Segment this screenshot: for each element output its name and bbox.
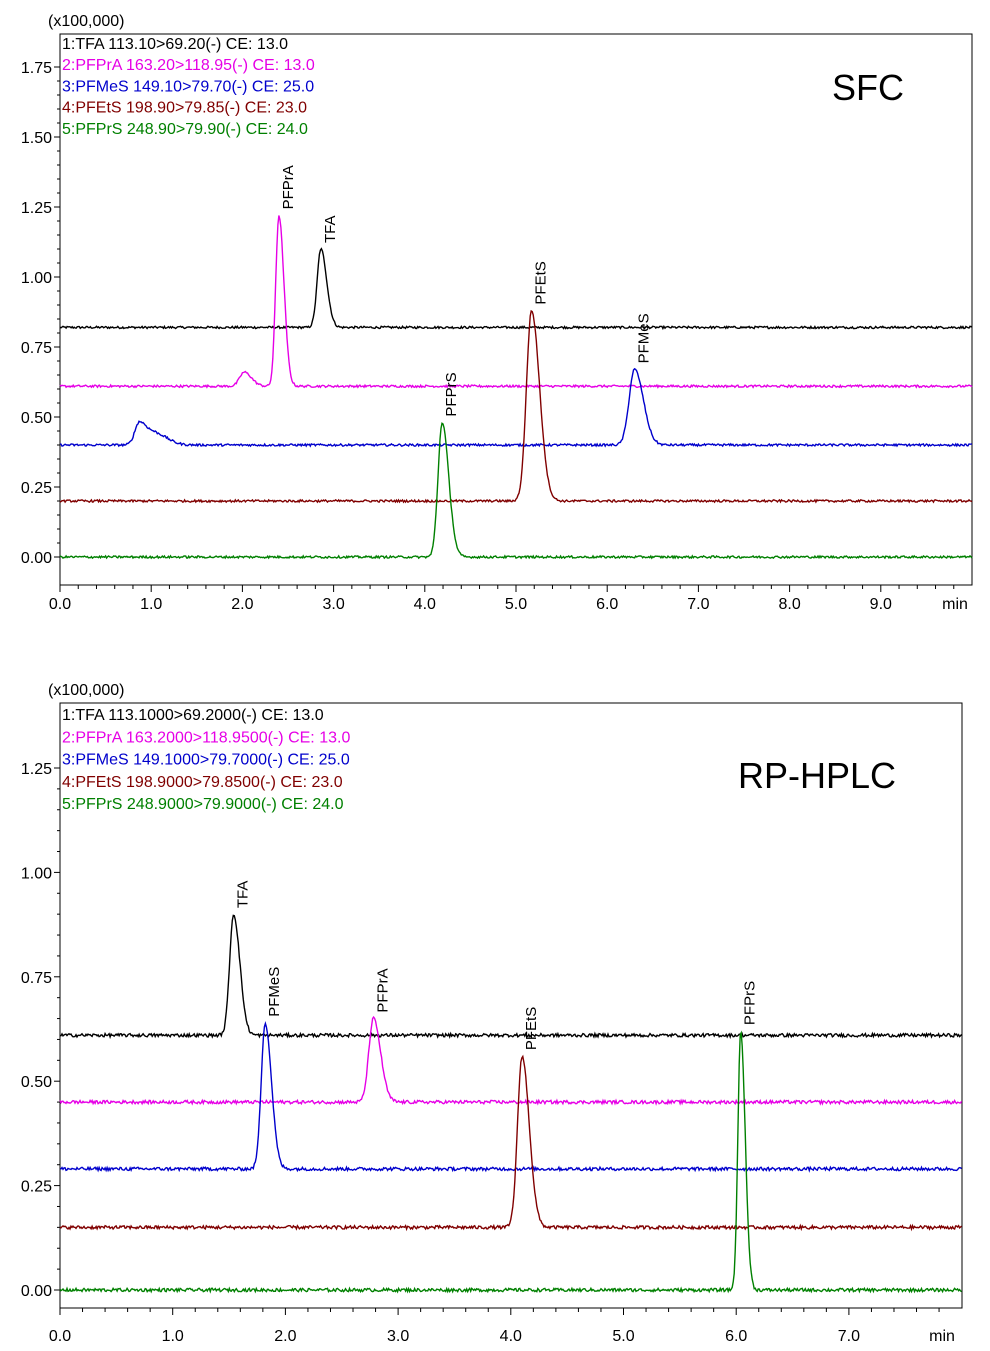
legend-entry-1: 1:TFA 113.10>69.20(-) CE: 13.0 — [62, 36, 288, 53]
legend-entry-4: 4:PFEtS 198.90>79.85(-) CE: 23.0 — [62, 100, 307, 117]
y-tick-label: 0.50 — [21, 1074, 52, 1091]
chart-title: RP-HPLC — [738, 755, 896, 796]
trace-series-3 — [59, 367, 973, 448]
x-axis-unit-label: min — [929, 1328, 955, 1345]
y-tick-label: 0.25 — [21, 480, 52, 497]
legend-entry-2: 2:PFPrA 163.2000>118.9500(-) CE: 13.0 — [62, 729, 350, 746]
y-tick-label: 0.75 — [21, 970, 52, 987]
chart-title: SFC — [832, 67, 904, 108]
peak-label: PFPrS — [443, 372, 460, 416]
trace-series-1 — [59, 247, 973, 331]
y-scale-label: (x100,000) — [48, 682, 125, 699]
peak-label: PFPrA — [280, 165, 297, 209]
legend-entry-5: 5:PFPrS 248.90>79.90(-) CE: 24.0 — [62, 121, 308, 138]
peak-label: PFPrA — [374, 968, 391, 1012]
chart-panel-2: (x100,000) 0.00 0.25 0.50 0.75 1.00 1.25 0.0 1.0… — [21, 682, 963, 1345]
y-tick-label: 1.50 — [21, 130, 52, 147]
x-tick-label: 8.0 — [778, 596, 800, 613]
trace-series-2 — [59, 1015, 963, 1106]
trace-series-3 — [59, 1021, 963, 1173]
x-tick-label: 9.0 — [870, 596, 892, 613]
trace-series-2 — [59, 215, 973, 389]
peak-label: TFA — [235, 881, 252, 909]
trace-series-5 — [59, 1030, 962, 1294]
legend-entry-1: 1:TFA 113.1000>69.2000(-) CE: 13.0 — [62, 707, 324, 724]
x-tick-label: 2.0 — [274, 1328, 296, 1345]
y-tick-label: 1.25 — [21, 761, 52, 778]
y-tick-label: 1.00 — [21, 865, 52, 882]
y-tick-label: 0.75 — [21, 340, 52, 357]
peak-label: PFEtS — [523, 1007, 540, 1050]
x-tick-label: 6.0 — [725, 1328, 747, 1345]
y-tick-label: 1.00 — [21, 270, 52, 287]
y-tick-label: 0.00 — [21, 1283, 52, 1300]
legend-entry-5: 5:PFPrS 248.9000>79.9000(-) CE: 24.0 — [62, 796, 344, 813]
x-tick-label: 0.0 — [49, 596, 71, 613]
x-tick-label: 1.0 — [140, 596, 162, 613]
peak-label: PFMeS — [266, 967, 283, 1017]
x-tick-label: 1.0 — [162, 1328, 184, 1345]
peak-label: PFEtS — [533, 261, 550, 304]
trace-series-4 — [59, 309, 973, 504]
legend-entry-2: 2:PFPrA 163.20>118.95(-) CE: 13.0 — [62, 57, 315, 74]
x-tick-label: 0.0 — [49, 1328, 71, 1345]
x-tick-label: 5.0 — [612, 1328, 634, 1345]
legend-entry-3: 3:PFMeS 149.1000>79.7000(-) CE: 25.0 — [62, 752, 350, 769]
y-tick-label: 0.00 — [21, 550, 52, 567]
y-scale-label: (x100,000) — [48, 13, 125, 30]
x-tick-label: 7.0 — [687, 596, 709, 613]
chart-panel-1: (x100,000) 0.00 0.25 0.50 0.75 1.00 1.25 1.50 1.… — [21, 13, 973, 613]
trace-series-4 — [59, 1054, 963, 1232]
y-tick-label: 0.50 — [21, 410, 52, 427]
x-tick-label: 4.0 — [414, 596, 436, 613]
x-tick-label: 2.0 — [231, 596, 253, 613]
legend-entry-3: 3:PFMeS 149.10>79.70(-) CE: 25.0 — [62, 78, 314, 95]
y-tick-label: 1.75 — [21, 60, 52, 77]
x-axis-unit-label: min — [942, 596, 968, 613]
y-tick-label: 0.25 — [21, 1179, 52, 1196]
x-tick-label: 3.0 — [387, 1328, 409, 1345]
legend-entry-4: 4:PFEtS 198.9000>79.8500(-) CE: 23.0 — [62, 774, 343, 791]
x-tick-label: 7.0 — [838, 1328, 860, 1345]
x-tick-label: 5.0 — [505, 596, 527, 613]
peak-label: TFA — [322, 215, 339, 243]
peak-label: PFPrS — [742, 981, 759, 1025]
y-tick-label: 1.25 — [21, 200, 52, 217]
peak-label: PFMeS — [636, 313, 653, 363]
x-tick-label: 6.0 — [596, 596, 618, 613]
trace-series-1 — [60, 914, 963, 1040]
plot-frame — [59, 33, 973, 586]
x-tick-label: 3.0 — [322, 596, 344, 613]
x-tick-label: 4.0 — [500, 1328, 522, 1345]
trace-series-5 — [59, 422, 973, 560]
